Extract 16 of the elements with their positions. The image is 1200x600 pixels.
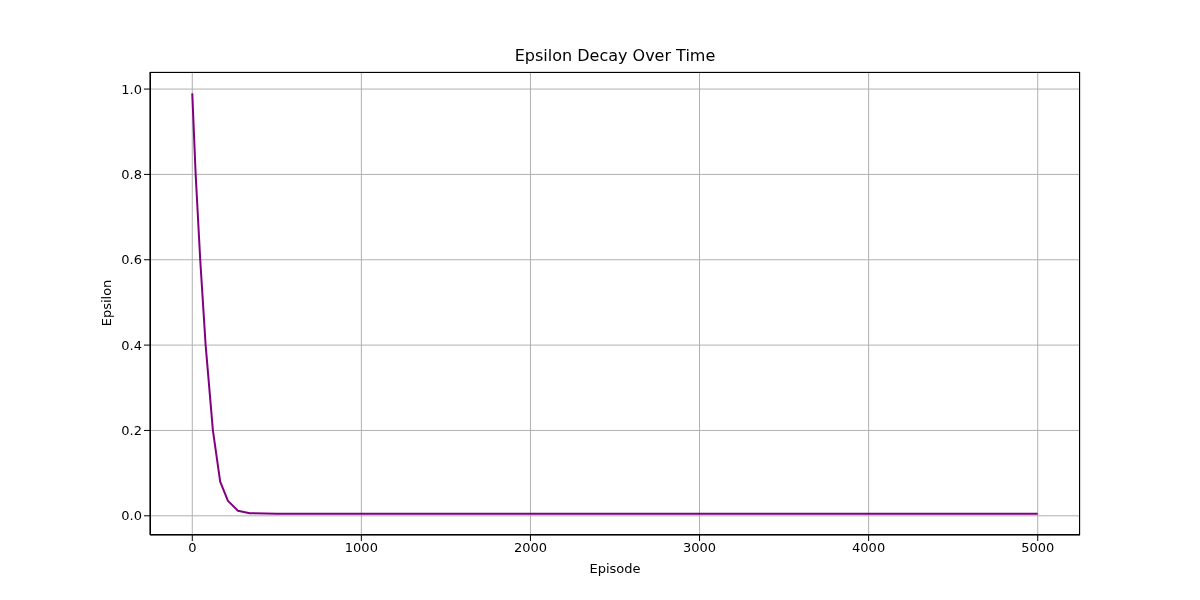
line-series: [191, 92, 1039, 515]
y-tick-label: 0.4: [121, 337, 142, 353]
x-tick-label: 3000: [683, 540, 717, 556]
y-tick-label: 1.0: [121, 81, 142, 97]
x-tick-label: 4000: [852, 540, 886, 556]
y-tick-label: 0.2: [121, 423, 142, 439]
x-axis-title: Episode: [588, 561, 642, 576]
y-tick-label: 0.6: [121, 252, 142, 268]
x-tick-label: 1000: [344, 540, 378, 556]
x-tick-label: 0: [188, 540, 197, 556]
x-tick-label: 5000: [1021, 540, 1055, 556]
chart-title: Epsilon Decay Over Time: [513, 46, 717, 65]
y-axis-title: Epsilon: [98, 279, 114, 327]
x-tick-label: 2000: [513, 540, 547, 556]
y-tick-label: 0.8: [121, 167, 142, 183]
y-tick-label: 0.0: [121, 508, 142, 524]
